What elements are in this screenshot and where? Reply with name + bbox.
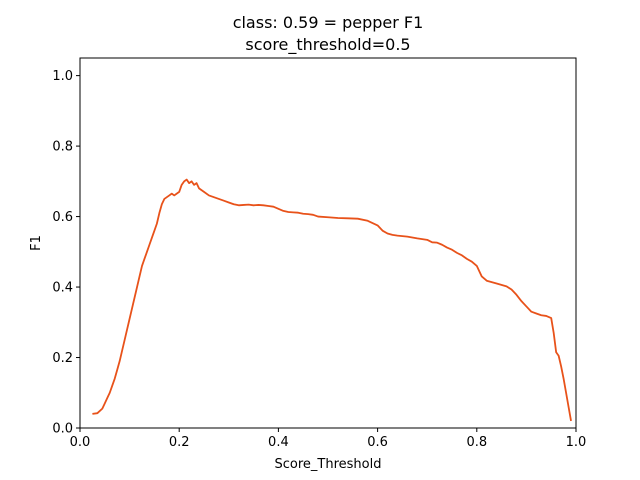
chart-title-line2: score_threshold=0.5 <box>245 35 410 55</box>
chart-title-line1: class: 0.59 = pepper F1 <box>233 13 424 32</box>
y-tick-label: 0.2 <box>52 351 73 366</box>
x-tick-label: 0.4 <box>268 435 289 450</box>
series-line <box>92 178 572 422</box>
x-tick-label: 0.2 <box>169 435 190 450</box>
y-tick-label: 0.0 <box>52 422 73 437</box>
y-axis-label: F1 <box>29 235 44 251</box>
y-tick-label: 1.0 <box>52 69 73 84</box>
y-tick-label: 0.4 <box>52 281 73 296</box>
series-layer <box>92 178 572 422</box>
x-tick-label: 0.0 <box>70 435 91 450</box>
y-tick-label: 0.6 <box>52 210 73 225</box>
y-tick-label: 0.8 <box>52 140 73 155</box>
plot-frame <box>79 57 577 429</box>
x-tick-label: 0.8 <box>466 435 487 450</box>
x-axis-label: Score_Threshold <box>275 457 382 472</box>
x-tick-label: 0.6 <box>367 435 388 450</box>
x-tick-label: 1.0 <box>566 435 587 450</box>
y-axis: 0.0 0.2 0.4 0.6 0.8 1.0 <box>52 69 80 437</box>
x-axis: 0.0 0.2 0.4 0.6 0.8 1.0 <box>70 428 587 450</box>
